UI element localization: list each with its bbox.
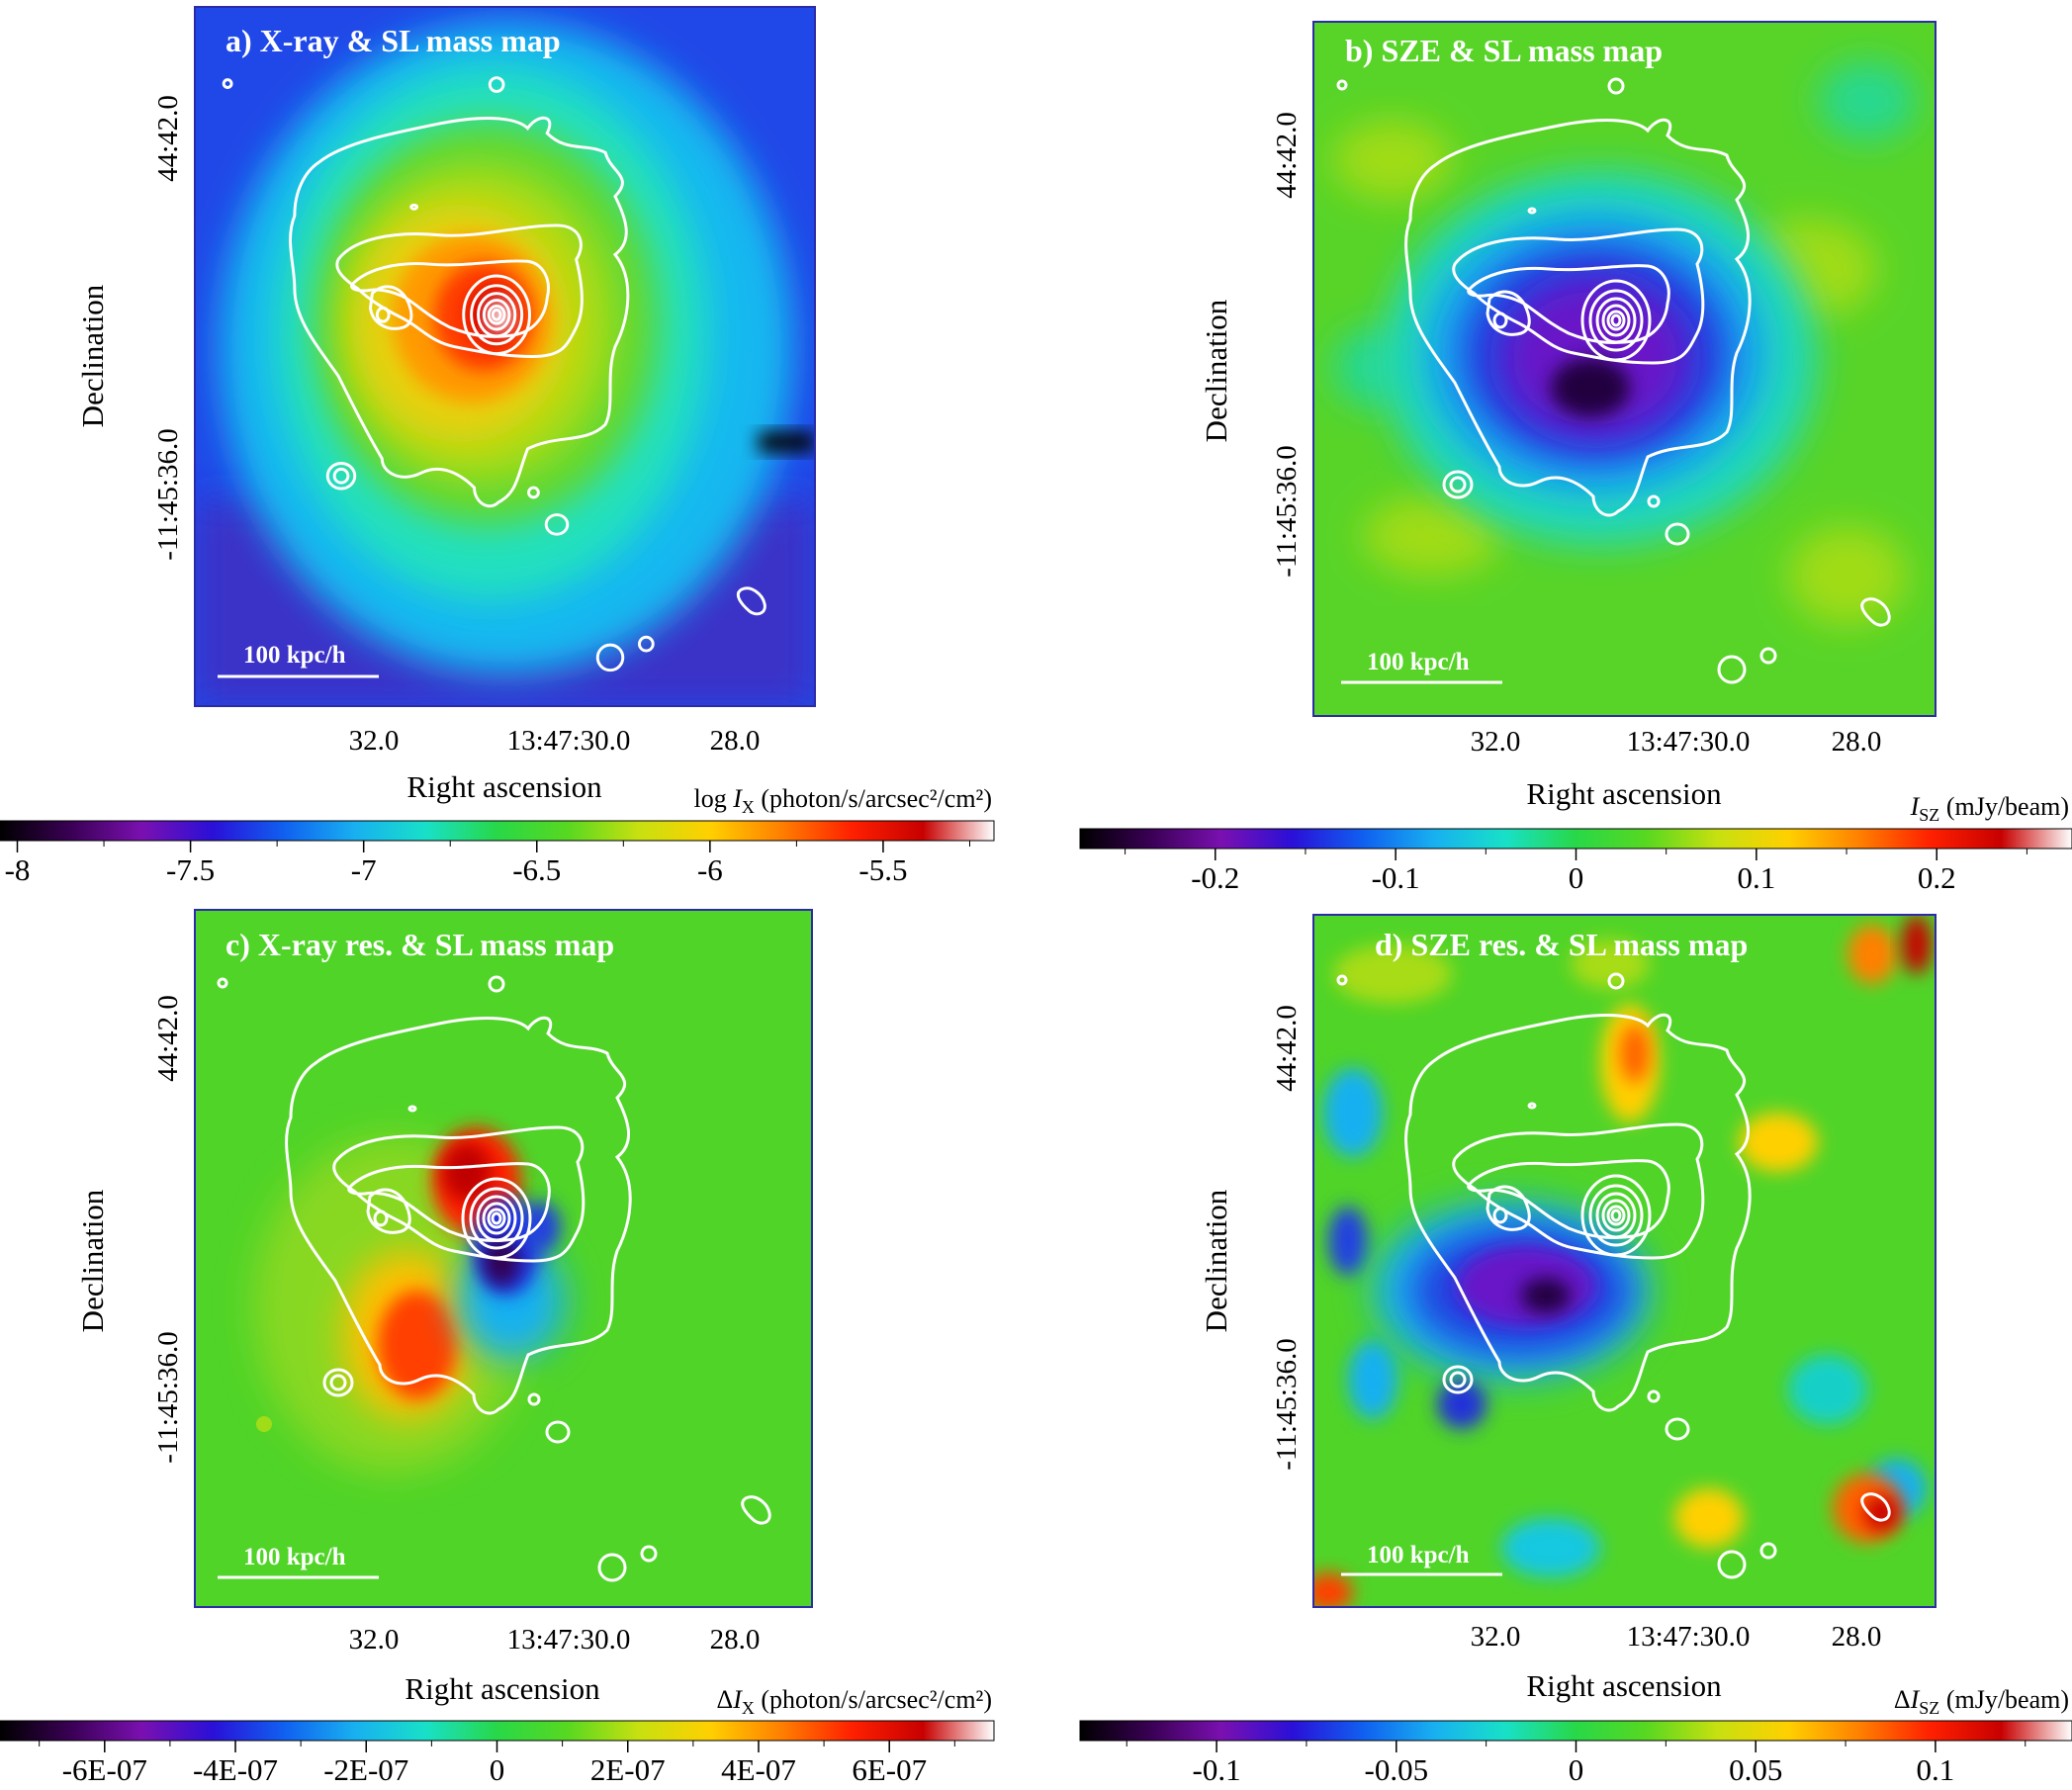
colorbar-d: ΔISZ (mJy/beam) -0.1 -0.05 0 0.05 0.1 <box>1079 1685 2072 1787</box>
colorbar-a-gradient <box>0 820 995 842</box>
panel-c-image <box>194 909 813 1608</box>
panel-d-xlabel: Right ascension <box>1526 1668 1722 1703</box>
panel-c-ytick-2: -11:45:36.0 <box>152 1331 184 1463</box>
panel-d-ytick-2: -11:45:36.0 <box>1271 1338 1303 1470</box>
panel-b-title: b) SZE & SL mass map <box>1345 33 1663 68</box>
colorbar-c: ΔIX (photon/s/arcsec²/cm²) -6E-07 -4E-07 -… <box>0 1685 995 1787</box>
panel-b-image <box>1312 21 1937 717</box>
colorbar-tick-label: 0 <box>490 1752 505 1787</box>
panel-a-ytick-2: -11:45:36.0 <box>152 428 184 560</box>
panel-d-xtick-3: 28.0 <box>1832 1621 1882 1653</box>
panel-b-ytick-1: 44:42.0 <box>1271 112 1303 199</box>
panel-c-xtick-2: 13:47:30.0 <box>507 1624 631 1656</box>
panel-b-ylabel: Declination <box>1199 299 1233 442</box>
panel-d-ylabel: Declination <box>1199 1189 1233 1332</box>
panel-b-xtick-2: 13:47:30.0 <box>1627 726 1751 758</box>
panel-c-title: c) X-ray res. & SL mass map <box>225 927 614 962</box>
panel-d-xtick-2: 13:47:30.0 <box>1627 1621 1751 1653</box>
panel-c-scale-label: 100 kpc/h <box>243 1544 346 1570</box>
colorbar-a-label: log IX (photon/s/arcsec²/cm²) <box>693 784 992 817</box>
colorbar-tick-label: -7.5 <box>166 852 215 887</box>
colorbar-tick-label: -6E-07 <box>62 1752 147 1787</box>
panel-c-xtick-1: 32.0 <box>349 1624 400 1656</box>
panel-c-ytick-1: 44:42.0 <box>152 995 184 1082</box>
colorbar-tick-label: -5.5 <box>858 852 907 887</box>
panel-a-xtick-3: 28.0 <box>710 725 761 757</box>
colorbar-b-label: ISZ (mJy/beam) <box>1910 792 2069 825</box>
panel-a-ytick-1: 44:42.0 <box>152 95 184 182</box>
colorbar-a: log IX (photon/s/arcsec²/cm²) -8 -7.5 -7 -6… <box>0 784 995 887</box>
colorbar-tick-label: -6.5 <box>512 852 561 887</box>
panel-c-xray-residual-map: c) X-ray res. & SL mass map 100 kpc/h 32… <box>75 909 813 1706</box>
panel-b-sze-map: b) SZE & SL mass map 100 kpc/h 32.0 13:4… <box>1199 21 1937 811</box>
colorbar-tick-label: -8 <box>5 852 31 887</box>
panel-d-title: d) SZE res. & SL mass map <box>1375 927 1748 962</box>
colorbar-tick-label: 6E-07 <box>852 1752 927 1787</box>
panel-d-ytick-1: 44:42.0 <box>1271 1005 1303 1092</box>
colorbar-b: ISZ (mJy/beam) -0.2 -0.1 0 0.1 0.2 <box>1079 792 2072 895</box>
panel-d-scale-label: 100 kpc/h <box>1367 1542 1470 1568</box>
colorbar-tick-label: -2E-07 <box>323 1752 408 1787</box>
panel-d-image <box>1312 914 1937 1608</box>
colorbar-tick-label: 0.05 <box>1729 1752 1782 1787</box>
panel-a-ylabel: Declination <box>75 284 110 427</box>
panel-a-image <box>194 6 816 707</box>
panel-d-xtick-1: 32.0 <box>1471 1621 1521 1653</box>
colorbar-tick-label: 2E-07 <box>590 1752 666 1787</box>
colorbar-tick-label: 4E-07 <box>721 1752 796 1787</box>
panel-a-xlabel: Right ascension <box>406 769 602 804</box>
colorbar-c-label: ΔIX (photon/s/arcsec²/cm²) <box>716 1685 992 1718</box>
panel-a-xtick-1: 32.0 <box>349 725 400 757</box>
panel-b-xtick-1: 32.0 <box>1471 726 1521 758</box>
colorbar-tick-label: -0.1 <box>1193 1752 1241 1787</box>
panel-b-scale-label: 100 kpc/h <box>1367 649 1470 675</box>
colorbar-tick-label: -0.2 <box>1191 860 1239 895</box>
colorbar-tick-label: 0.2 <box>1918 860 1956 895</box>
panel-b-xtick-3: 28.0 <box>1832 726 1882 758</box>
colorbar-tick-label: -0.1 <box>1372 860 1420 895</box>
panel-c-xtick-3: 28.0 <box>710 1624 761 1656</box>
colorbar-tick-label: -4E-07 <box>193 1752 278 1787</box>
colorbar-tick-label: 0 <box>1569 860 1584 895</box>
panel-b-xlabel: Right ascension <box>1526 776 1722 811</box>
colorbar-d-gradient <box>1079 1720 2072 1742</box>
panel-a-scale-label: 100 kpc/h <box>243 642 346 669</box>
colorbar-tick-label: 0.1 <box>1917 1752 1955 1787</box>
colorbar-tick-label: -6 <box>697 852 723 887</box>
colorbar-tick-label: 0.1 <box>1737 860 1775 895</box>
colorbar-tick-label: -0.05 <box>1365 1752 1429 1787</box>
panel-b-ytick-2: -11:45:36.0 <box>1271 445 1303 577</box>
colorbar-b-gradient <box>1079 828 2072 850</box>
panel-a-title: a) X-ray & SL mass map <box>225 23 561 58</box>
panel-c-xlabel: Right ascension <box>405 1671 600 1706</box>
panel-a-xray-map: a) X-ray & SL mass map 100 kpc/h 32.0 13… <box>75 6 816 804</box>
colorbar-c-gradient <box>0 1720 995 1742</box>
panel-a-xtick-2: 13:47:30.0 <box>507 725 631 757</box>
colorbar-tick-label: -7 <box>351 852 377 887</box>
panel-d-sze-residual-map: d) SZE res. & SL mass map 100 kpc/h 32.0… <box>1199 914 1937 1703</box>
colorbar-tick-label: 0 <box>1569 1752 1584 1787</box>
panel-c-ylabel: Declination <box>75 1189 110 1332</box>
colorbar-d-label: ΔISZ (mJy/beam) <box>1894 1685 2069 1718</box>
